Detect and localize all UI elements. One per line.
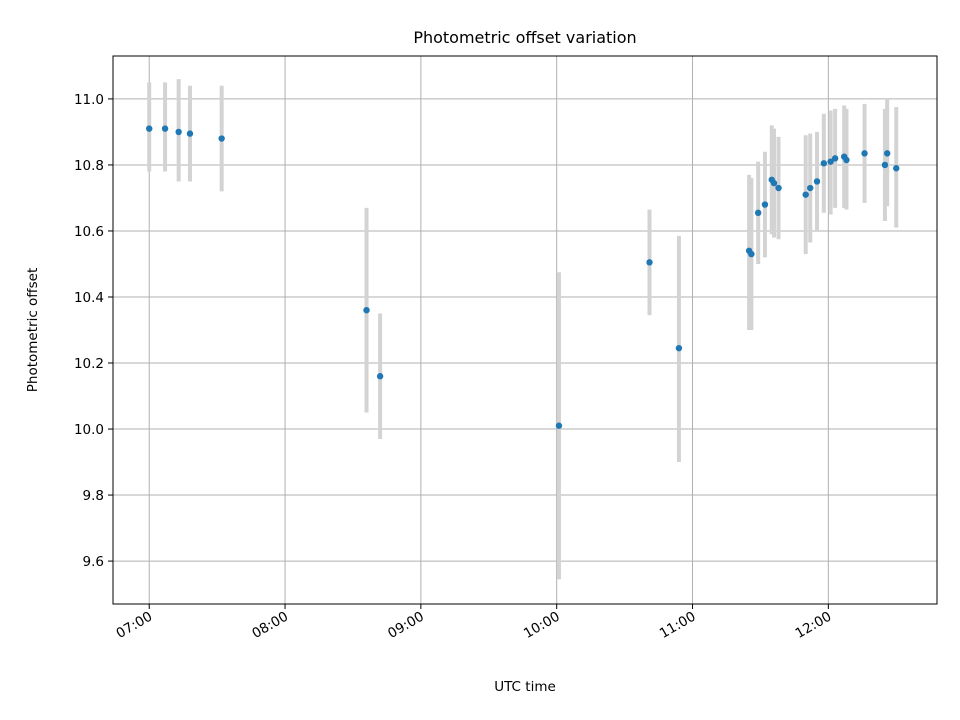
data-point [146,125,153,132]
y-tick-label: 10.4 [74,290,104,306]
chart-title: Photometric offset variation [413,28,636,47]
x-tick-label: 09:00 [385,609,427,642]
x-axis-ticks: 07:00 08:00 09:00 10:00 11:00 12:00 [114,604,835,642]
data-point [843,156,850,164]
data-point [770,179,778,187]
data-point [748,250,755,258]
data-point [555,422,563,429]
data-point [186,130,194,137]
y-tick-label: 11.0 [74,92,104,108]
data-point [218,135,225,142]
y-tick-label: 9.8 [83,488,104,504]
x-tick-label: 11:00 [657,609,699,642]
y-tick-label: 10.2 [74,356,104,372]
data-point [761,201,769,208]
x-tick-label: 08:00 [249,609,291,642]
data-point [161,125,169,132]
data-point [893,165,900,172]
y-tick-label: 10.0 [74,422,104,438]
y-axis-ticks: 9.6 9.8 10.0 10.2 10.4 10.6 10.8 11.0 [74,92,113,570]
data-point [881,161,889,169]
x-axis-label: UTC time [494,679,556,695]
x-tick-label: 10:00 [521,609,563,642]
data-point [813,178,821,185]
plot-frame [112,55,938,605]
data-point [175,128,182,136]
data-point [754,209,762,217]
data-point [861,150,868,157]
data-point [807,184,814,192]
data-point [831,155,839,162]
data-point [827,158,834,165]
data-point [802,191,809,198]
x-tick-label: 07:00 [114,609,156,642]
data-point [820,160,828,167]
data-points [146,125,900,429]
data-point [646,259,653,266]
grid [113,56,937,604]
data-point [363,306,370,314]
y-tick-label: 9.6 [83,554,104,570]
y-axis-label: Photometric offset [25,268,41,392]
data-point [775,184,782,192]
data-point [883,150,891,157]
x-tick-label: 12:00 [793,609,835,642]
data-point [675,344,683,352]
errorbars [147,79,899,580]
y-tick-label: 10.6 [74,224,104,240]
y-tick-label: 10.8 [74,158,104,174]
data-point [376,373,384,380]
